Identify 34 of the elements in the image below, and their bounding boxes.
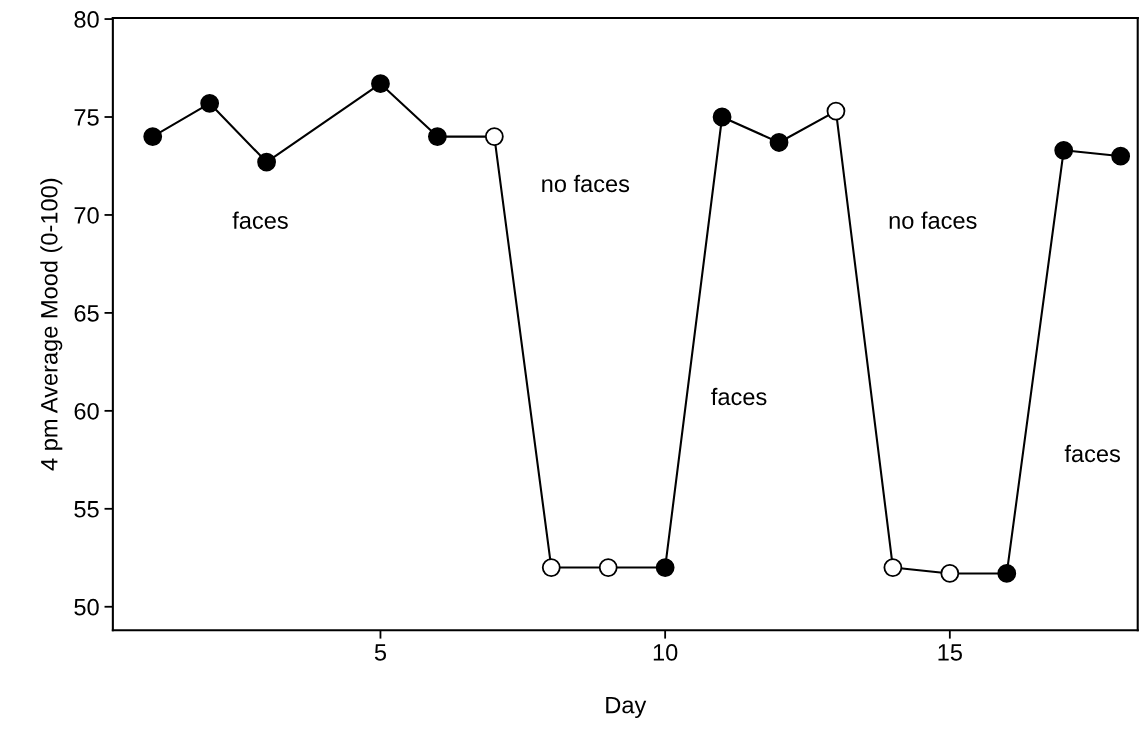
- point: [769, 133, 789, 152]
- point: [257, 152, 276, 172]
- point: [1054, 140, 1074, 160]
- y-axis-title: 4 pm Average Mood (0-100): [40, 178, 63, 471]
- y-tick-label: 60: [74, 402, 99, 420]
- point: [427, 127, 447, 147]
- x-tick-label: 10: [653, 644, 678, 661]
- point: [1111, 146, 1131, 166]
- y-tick-label: 70: [74, 207, 99, 224]
- point: [940, 564, 960, 583]
- point: [541, 558, 561, 577]
- y-tick-label: 80: [74, 11, 99, 28]
- annotation: faces: [711, 387, 767, 406]
- y-tick-label: 65: [74, 304, 99, 322]
- point: [883, 558, 903, 577]
- annotation: faces: [232, 211, 288, 229]
- annotation: no faces: [542, 174, 630, 193]
- point: [598, 558, 618, 577]
- point: [484, 127, 504, 147]
- annotation: faces: [1064, 444, 1120, 463]
- x-axis-title: Day: [606, 696, 647, 719]
- point: [200, 93, 220, 113]
- x-tick-label: 15: [938, 644, 962, 661]
- point: [826, 101, 846, 121]
- y-tick-label: 55: [74, 501, 99, 518]
- annotation: no faces: [889, 211, 977, 229]
- y-tick-label: 75: [74, 109, 99, 126]
- point: [143, 127, 163, 147]
- point: [997, 564, 1017, 583]
- point: [655, 558, 675, 577]
- point: [371, 74, 390, 94]
- point: [712, 107, 732, 127]
- x-tick-label: 5: [374, 644, 387, 661]
- y-tick-label: 50: [74, 598, 99, 616]
